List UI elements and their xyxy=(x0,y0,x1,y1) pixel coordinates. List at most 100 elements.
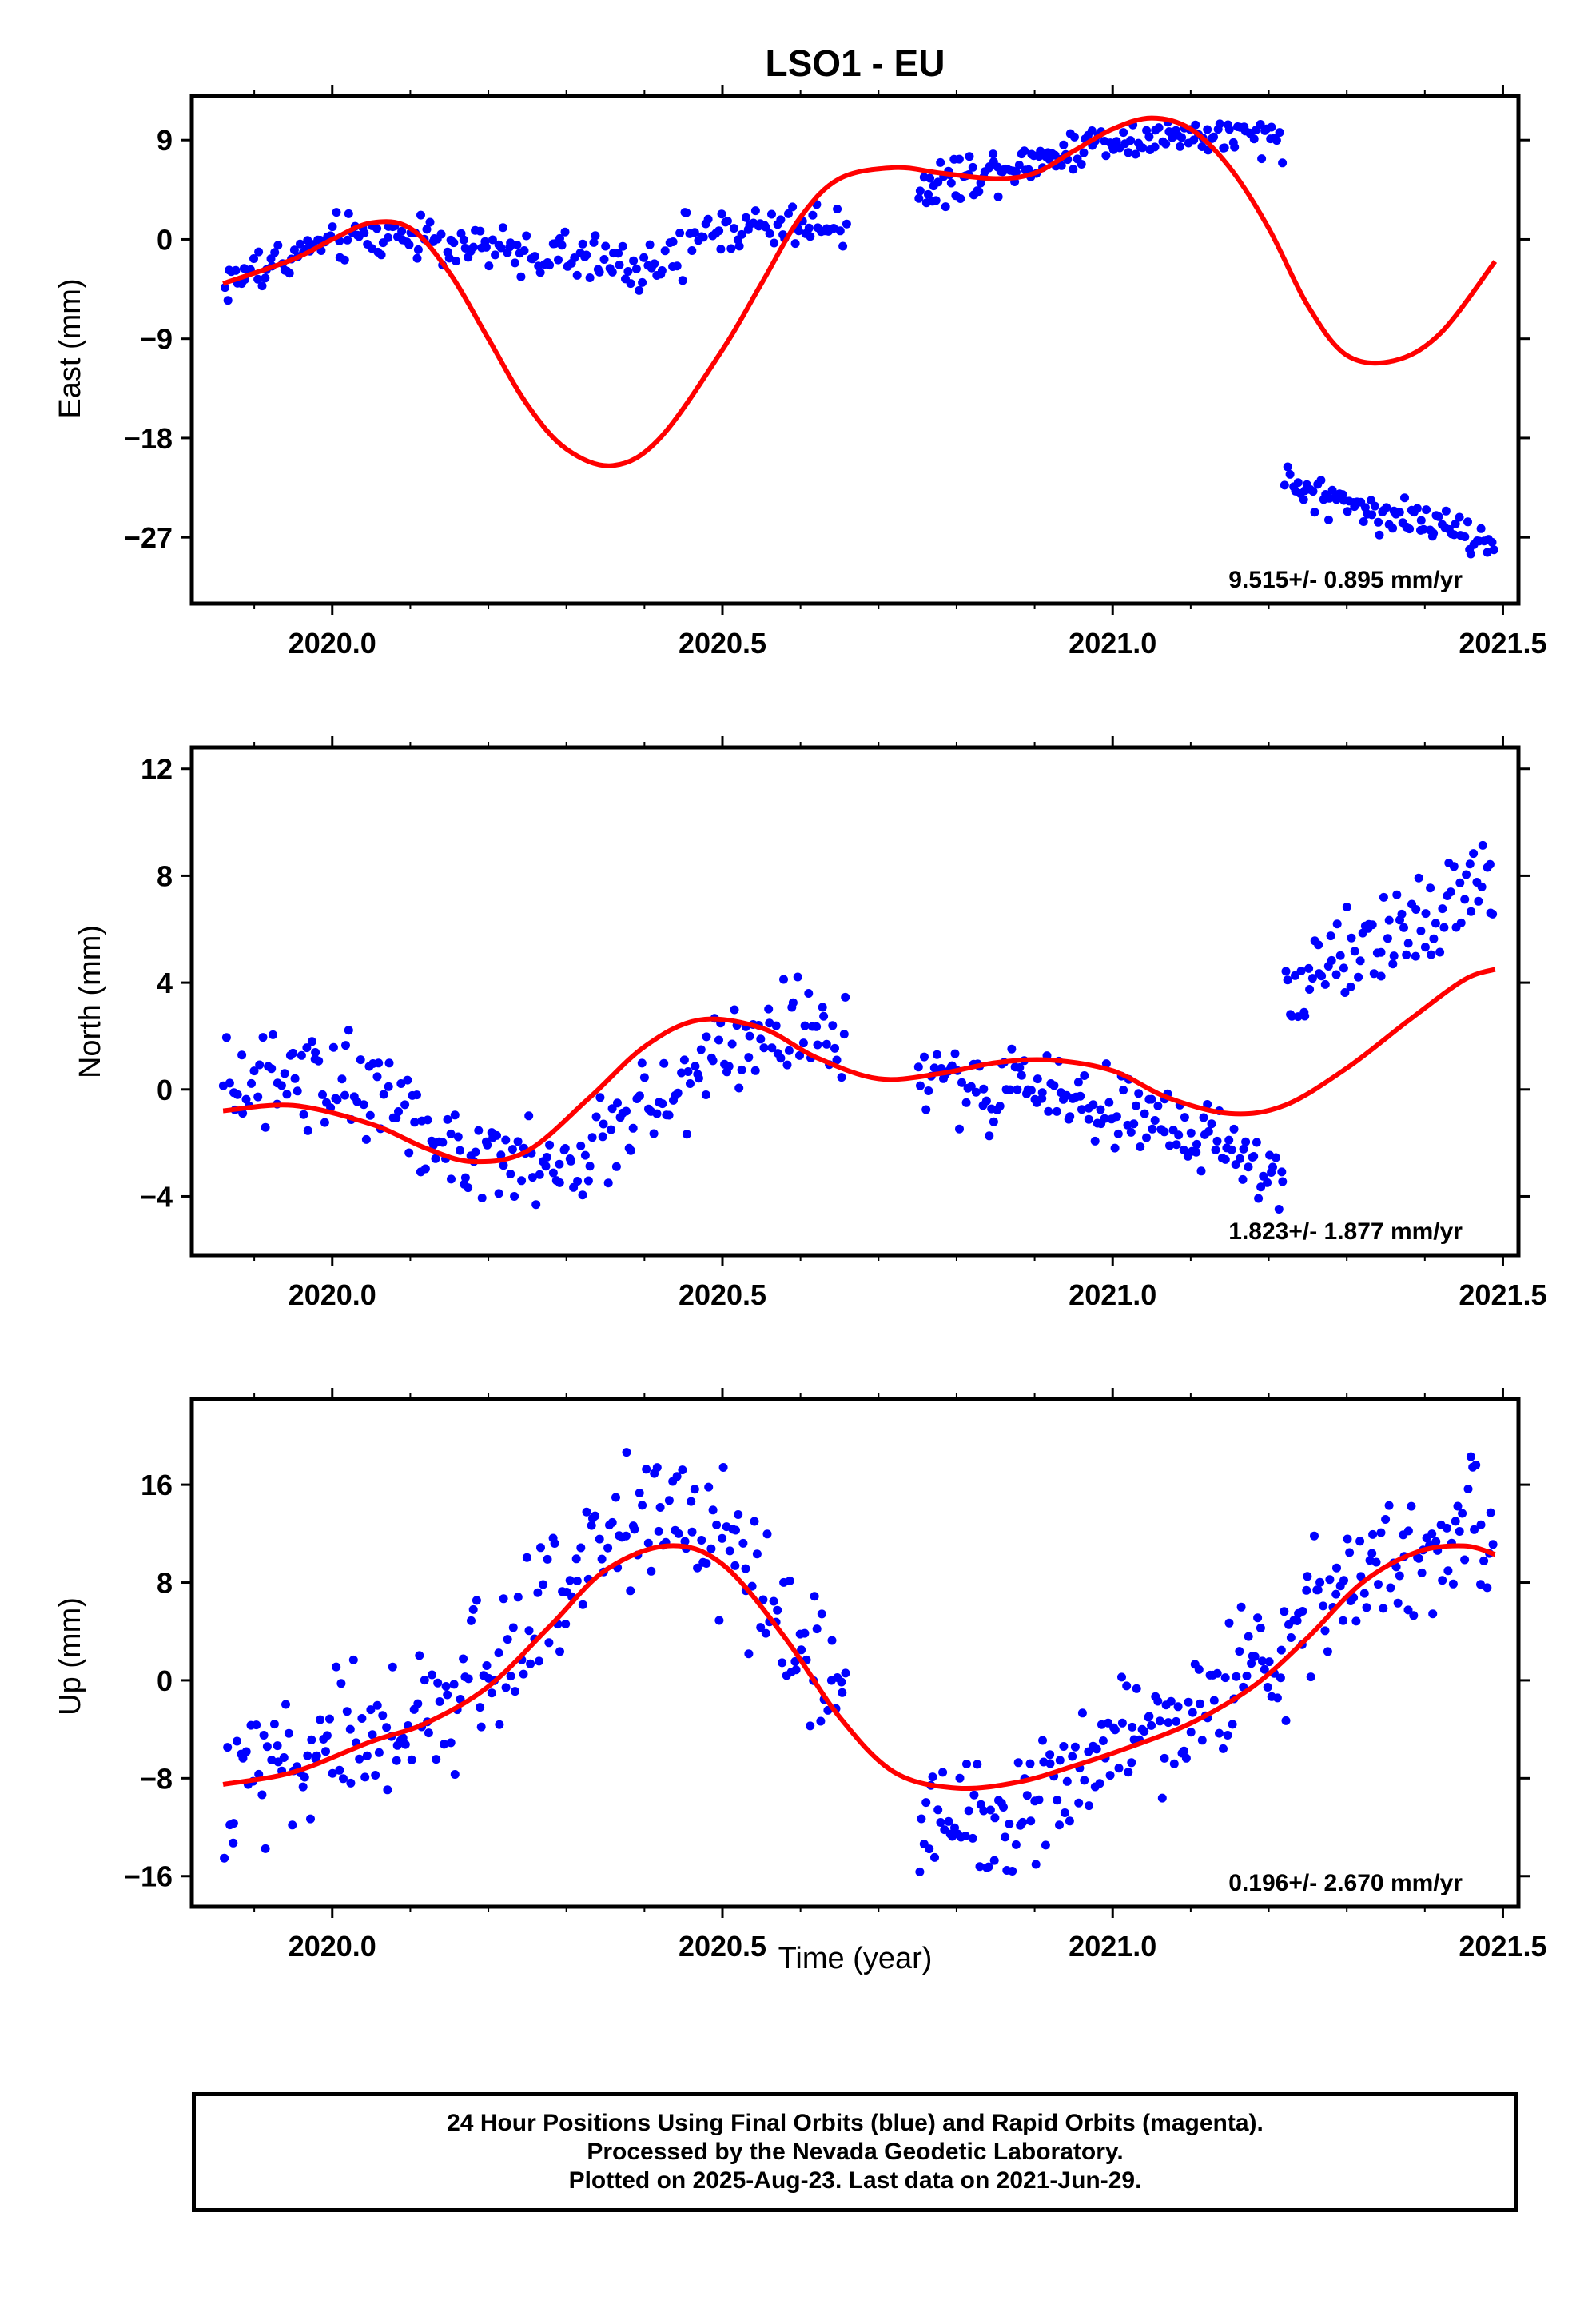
up-data-point xyxy=(533,1588,543,1597)
east-data-point xyxy=(570,253,579,262)
up-data-point xyxy=(1367,1549,1377,1558)
north-data-point xyxy=(679,1055,689,1065)
north-data-point xyxy=(1090,1136,1100,1146)
north-data-point xyxy=(1296,967,1306,975)
up-data-point xyxy=(622,1448,631,1457)
north-data-point xyxy=(280,1069,289,1078)
north-ytick-label: 8 xyxy=(157,859,173,892)
north-data-point xyxy=(1236,1154,1244,1163)
east-ytick-label: 0 xyxy=(157,223,173,256)
north-data-point xyxy=(282,1090,292,1099)
north-data-point xyxy=(506,1170,515,1178)
north-data-point xyxy=(1414,873,1423,883)
up-data-point xyxy=(1431,1537,1441,1546)
north-data-point xyxy=(374,1058,384,1068)
up-data-point xyxy=(837,1677,846,1687)
up-data-point xyxy=(1298,1607,1307,1616)
north-data-point xyxy=(924,1086,933,1095)
up-data-point xyxy=(697,1536,706,1545)
north-data-point xyxy=(1438,904,1447,914)
east-data-point xyxy=(516,272,526,281)
east-data-point xyxy=(765,229,774,238)
north-data-point xyxy=(1304,963,1314,973)
north-data-point xyxy=(576,1141,586,1150)
east-data-point xyxy=(340,255,349,265)
up-data-point xyxy=(955,1773,965,1783)
north-data-point xyxy=(510,1192,519,1201)
north-data-point xyxy=(1488,909,1498,919)
east-data-point xyxy=(1036,146,1045,156)
up-data-point xyxy=(769,1596,778,1606)
north-data-point xyxy=(524,1111,534,1121)
north-data-point xyxy=(1249,1152,1259,1161)
up-data-point xyxy=(476,1722,486,1732)
east-data-point xyxy=(491,250,500,260)
north-data-point xyxy=(303,1126,312,1135)
up-data-point xyxy=(1235,1647,1244,1656)
north-data-point xyxy=(1379,892,1388,902)
up-data-point xyxy=(990,1813,1000,1823)
up-data-point xyxy=(817,1609,826,1619)
up-data-point xyxy=(279,1753,289,1762)
east-data-point xyxy=(1069,165,1078,174)
up-data-point xyxy=(747,1581,757,1591)
north-data-point xyxy=(599,1119,608,1129)
north-data-point xyxy=(290,1074,300,1083)
up-data-point xyxy=(1409,1611,1419,1620)
up-data-point xyxy=(680,1537,690,1546)
up-data-point xyxy=(424,1728,433,1738)
north-data-point xyxy=(737,1065,746,1074)
up-data-point xyxy=(1310,1531,1319,1541)
up-data-point xyxy=(1011,1840,1021,1849)
up-frame xyxy=(189,1397,1521,1909)
up-data-point xyxy=(762,1529,772,1539)
east-data-point xyxy=(591,231,600,241)
east-xtick-label: 2020.0 xyxy=(289,627,376,660)
north-data-point xyxy=(1112,1112,1121,1122)
north-data-point xyxy=(410,1118,420,1127)
up-data-point xyxy=(1407,1501,1416,1511)
up-data-point xyxy=(1197,1736,1207,1745)
north-data-point xyxy=(1355,956,1365,966)
east-data-point xyxy=(698,233,708,242)
north-data-point xyxy=(1044,1106,1053,1116)
north-data-point xyxy=(384,1058,394,1068)
up-data-point xyxy=(962,1760,971,1768)
up-data-point xyxy=(1374,1580,1383,1589)
north-data-point xyxy=(420,1164,430,1174)
north-data-point xyxy=(756,1034,766,1044)
up-data-point xyxy=(1466,1452,1475,1461)
east-data-point xyxy=(328,222,337,232)
east-data-point xyxy=(266,254,276,264)
east-ytick-label: −18 xyxy=(124,422,173,455)
east-data-point xyxy=(343,235,352,245)
north-data-point xyxy=(233,1090,242,1099)
east-data-point xyxy=(1460,532,1470,541)
north-data-point xyxy=(1212,1136,1222,1146)
east-data-point xyxy=(1020,146,1029,156)
up-data-point xyxy=(325,1714,334,1724)
up-data-point xyxy=(687,1527,697,1537)
east-data-point xyxy=(1014,161,1024,169)
north-data-point xyxy=(714,1035,723,1045)
north-data-point xyxy=(979,1084,989,1094)
east-data-point xyxy=(1293,478,1303,488)
east-data-point xyxy=(672,261,682,271)
north-xtick-label: 2021.0 xyxy=(1069,1278,1156,1311)
north-data-point xyxy=(356,1055,365,1065)
north-data-point xyxy=(1148,1124,1157,1134)
north-data-point xyxy=(1431,919,1440,928)
up-data-point xyxy=(1325,1575,1335,1585)
north-data-point xyxy=(664,1110,674,1120)
east-data-point xyxy=(1272,136,1281,145)
north-data-point xyxy=(379,1090,388,1099)
up-data-point xyxy=(1386,1583,1395,1593)
north-data-point xyxy=(933,1050,941,1059)
north-data-point xyxy=(1403,939,1413,948)
up-data-point xyxy=(383,1785,392,1795)
north-data-point xyxy=(635,1091,644,1101)
east-data-point xyxy=(761,222,770,232)
up-data-point xyxy=(487,1688,496,1698)
up-data-point xyxy=(1219,1744,1228,1753)
up-data-point xyxy=(928,1772,937,1782)
